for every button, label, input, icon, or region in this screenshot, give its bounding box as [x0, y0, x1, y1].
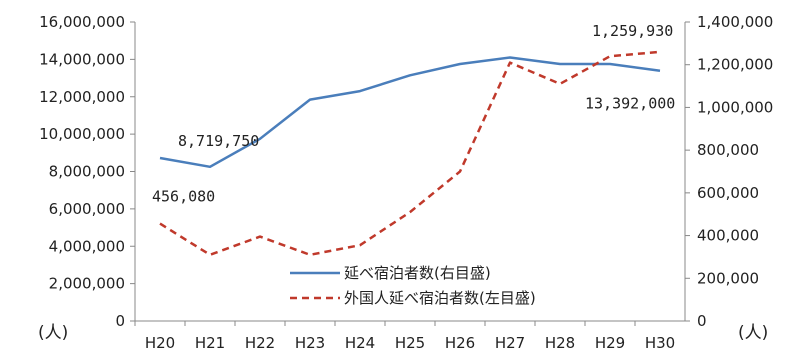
legend: 延べ宿泊者数(右目盛) 外国人延べ宿泊者数(左目盛) [290, 264, 536, 307]
series-line-0 [159, 56, 661, 169]
right-axis-tick-labels: 1,400,000 1,200,000 1,000,000 800,000 600,00… [697, 13, 773, 330]
right-axis-tick-label: 200,000 [697, 269, 759, 287]
left-axis-unit-label: (人) [38, 323, 68, 343]
right-axis-tick-label: 0 [697, 312, 707, 330]
left-axis-tick-label: 14,000,000 [39, 50, 125, 68]
right-axis-tick-label: 1,400,000 [697, 13, 773, 31]
right-axis-tick-label: 1,000,000 [697, 98, 773, 116]
x-axis-tick-label: H20 [145, 334, 175, 352]
left-axis-tick-label: 16,000,000 [39, 13, 125, 31]
data-label: 1,259,930 [592, 22, 673, 40]
x-axis-tick-label: H22 [245, 334, 275, 352]
x-axis-tick-label: H30 [645, 334, 675, 352]
left-axis-tick-label: 0 [115, 312, 125, 330]
right-axis-tick-label: 1,200,000 [697, 56, 773, 74]
x-axis-tick-label: H24 [345, 334, 375, 352]
right-axis-tick-label: 600,000 [697, 184, 759, 202]
left-axis-tick-label: 10,000,000 [39, 125, 125, 143]
x-axis-tick-label: H25 [395, 334, 425, 352]
right-axis-tick-label: 400,000 [697, 227, 759, 245]
data-label: 13,392,000 [585, 95, 675, 113]
x-axis-tick-labels: H20 H21 H22 H23 H24 H25 H26 H27 H28 H29 H30 [145, 334, 675, 352]
legend-label-series-1: 外国人延べ宿泊者数(左目盛) [344, 289, 536, 307]
legend-label-series-0: 延べ宿泊者数(右目盛) [344, 264, 491, 282]
left-axis-tick-label: 4,000,000 [49, 237, 125, 255]
left-axis-tick-label: 12,000,000 [39, 88, 125, 106]
right-axis-unit-label: (人) [738, 323, 768, 343]
left-axis-tick-label: 2,000,000 [49, 275, 125, 293]
left-axis-tick-label: 8,000,000 [49, 163, 125, 181]
left-axis-tick-labels: 16,000,000 14,000,000 12,000,000 10,000,000… [39, 13, 125, 330]
left-axis-tick-label: 6,000,000 [49, 200, 125, 218]
series-line-1 [159, 50, 661, 257]
x-axis-tick-label: H21 [195, 334, 225, 352]
axes [130, 21, 690, 326]
x-axis-tick-label: H29 [595, 334, 625, 352]
x-axis-tick-label: H27 [495, 334, 525, 352]
right-axis-tick-label: 800,000 [697, 141, 759, 159]
series-lines [159, 50, 661, 257]
data-label: 8,719,750 [178, 132, 259, 150]
data-annotations: 8,719,750 13,392,000 456,080 1,259,930 [152, 22, 675, 206]
data-label: 456,080 [152, 188, 215, 206]
x-axis-tick-label: H26 [445, 334, 475, 352]
x-axis-tick-label: H23 [295, 334, 325, 352]
x-axis-tick-label: H28 [545, 334, 575, 352]
